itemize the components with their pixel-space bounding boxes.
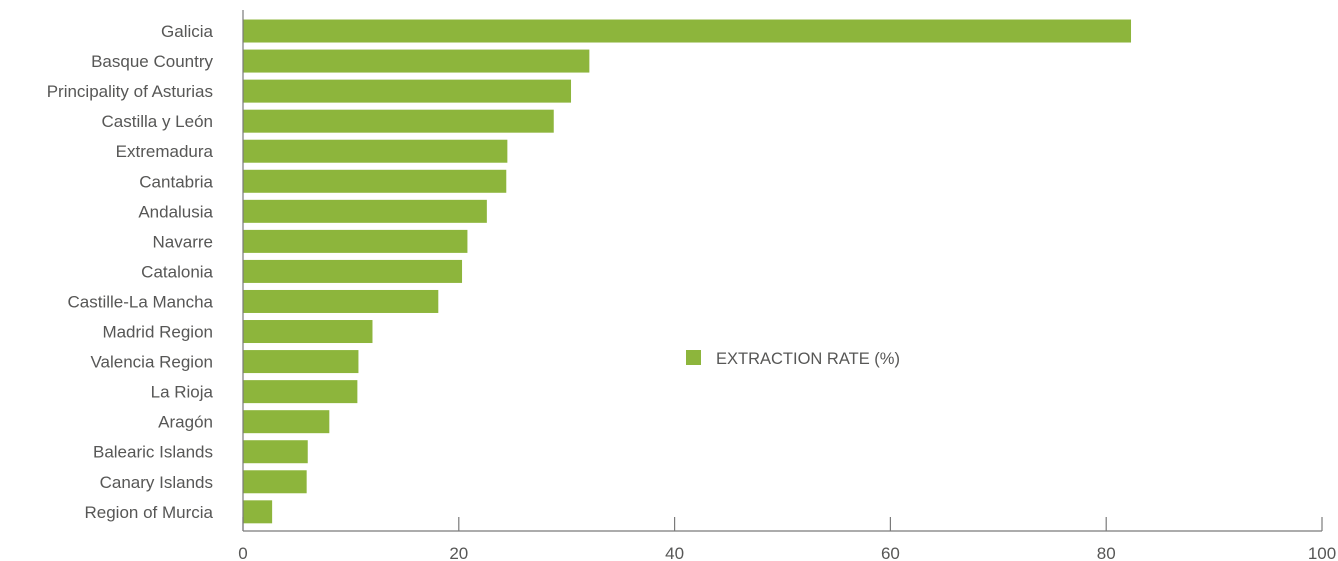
category-label-la-rioja: La Rioja — [151, 383, 214, 402]
category-label-galicia: Galicia — [161, 22, 214, 41]
bar-galicia — [243, 19, 1132, 43]
legend: EXTRACTION RATE (%) — [686, 350, 900, 368]
bar-region-of-murcia — [243, 500, 273, 524]
category-label-navarre: Navarre — [153, 232, 213, 251]
x-axis-ticks: 0 20 40 60 80 100 — [238, 517, 1336, 561]
bar-basque-country — [243, 49, 590, 73]
x-tick-label-20: 20 — [449, 544, 468, 561]
category-label-principality-of-asturias: Principality of Asturias — [47, 82, 213, 101]
bar-madrid-region — [243, 320, 373, 344]
bar-valencia-region — [243, 350, 359, 374]
bar-castille-la-mancha — [243, 289, 439, 313]
x-tick-label-0: 0 — [238, 544, 247, 561]
category-label-castille-la-mancha: Castille-La Mancha — [67, 292, 213, 311]
category-label-extremadura: Extremadura — [116, 142, 214, 161]
bar-aragon — [243, 410, 330, 434]
category-label-andalusia: Andalusia — [138, 202, 213, 221]
category-label-canary-islands: Canary Islands — [100, 473, 213, 492]
x-tick-label-40: 40 — [665, 544, 684, 561]
category-label-madrid-region: Madrid Region — [102, 323, 213, 342]
category-labels: Galicia Basque Country Principality of Ast… — [47, 22, 214, 522]
bar-principality-of-asturias — [243, 79, 572, 103]
bar-castilla-y-leon — [243, 109, 554, 133]
bar-canary-islands — [243, 470, 307, 494]
x-tick-label-80: 80 — [1097, 544, 1116, 561]
category-label-cantabria: Cantabria — [139, 172, 213, 191]
bar-la-rioja — [243, 380, 358, 404]
bar-balearic-islands — [243, 440, 308, 464]
category-label-region-of-murcia: Region of Murcia — [84, 503, 213, 522]
bar-andalusia — [243, 199, 487, 223]
category-label-basque-country: Basque Country — [91, 52, 213, 71]
bar-navarre — [243, 229, 468, 253]
x-tick-label-60: 60 — [881, 544, 900, 561]
category-label-aragon: Aragón — [158, 413, 213, 432]
category-label-castilla-y-leon: Castilla y León — [101, 112, 213, 131]
category-label-balearic-islands: Balearic Islands — [93, 443, 213, 462]
legend-label: EXTRACTION RATE (%) — [716, 350, 900, 368]
legend-swatch — [686, 350, 701, 365]
bar-cantabria — [243, 169, 507, 193]
bars-group — [243, 19, 1132, 524]
category-label-catalonia: Catalonia — [141, 262, 213, 281]
x-tick-label-100: 100 — [1308, 544, 1336, 561]
category-label-valencia-region: Valencia Region — [90, 353, 213, 372]
bar-extremadura — [243, 139, 508, 163]
bar-catalonia — [243, 259, 463, 283]
